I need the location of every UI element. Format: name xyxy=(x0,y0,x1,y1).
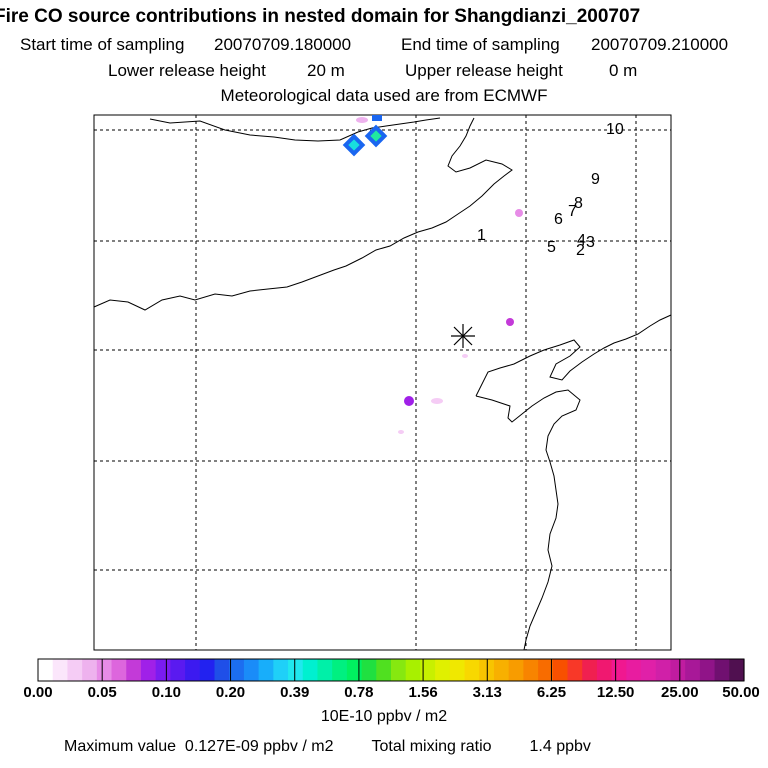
colorbar-cell xyxy=(288,659,304,681)
upper-release-label: Upper release height xyxy=(405,61,563,80)
colorbar-cell xyxy=(170,659,186,681)
colorbar-cell xyxy=(699,659,716,681)
trajectory-label-10: 10 xyxy=(606,121,624,138)
colorbar-cell xyxy=(552,659,569,681)
colorbar-cell xyxy=(346,659,363,681)
station-asterisk-icon xyxy=(451,324,475,348)
colorbar-cell xyxy=(140,659,157,681)
colorbar-cell xyxy=(670,659,686,681)
colorbar-cell xyxy=(243,659,260,681)
colorbar-cell xyxy=(273,659,289,681)
trajectory-label-1: 1 xyxy=(477,227,486,244)
colorbar-cell xyxy=(493,659,510,681)
trajectory-label-6: 6 xyxy=(554,211,563,228)
colorbar-cell xyxy=(420,659,436,681)
colorbar-cell xyxy=(111,659,127,681)
colorbar-cell xyxy=(685,659,701,681)
colorbar-cell xyxy=(626,659,642,681)
trajectory-label-3: 3 xyxy=(586,234,595,251)
colorbar-cell xyxy=(567,659,583,681)
trajectory-label-2: 2 xyxy=(576,242,585,259)
colorbar-cell xyxy=(126,659,142,681)
colorbar-cell xyxy=(185,659,201,681)
lat-lon-grid xyxy=(94,115,671,650)
trajectory-label-5: 5 xyxy=(547,239,556,256)
trajectory-label-4: 4 xyxy=(577,232,586,249)
colorbar-tick-label: 25.00 xyxy=(661,684,699,701)
colorbar-cell xyxy=(714,659,730,681)
upper-release-value: 0 m xyxy=(609,61,638,80)
colorbar-tick-label: 1.56 xyxy=(408,684,438,701)
end-time-label: End time of sampling xyxy=(401,35,560,54)
colorbar-units: 10E-10 ppbv / m2 xyxy=(320,708,448,725)
colorbar-cell xyxy=(435,659,451,681)
colorbar-cell xyxy=(538,659,554,681)
colorbar-tick-label: 6.25 xyxy=(536,684,567,701)
colorbar-cell xyxy=(155,659,171,681)
colorbar-cell xyxy=(52,659,69,681)
colorbar-cell xyxy=(317,659,333,681)
total-mixing-value: 1.4 ppbv xyxy=(529,738,591,755)
colorbar-cell xyxy=(582,659,598,681)
map-frame xyxy=(93,114,672,651)
footer: Maximum value 0.127E-09 ppbv / m2 Total m… xyxy=(64,738,591,756)
colorbar-cell xyxy=(332,659,348,681)
colorbar-tick-label: 0.10 xyxy=(151,684,181,701)
colorbar-cell xyxy=(391,659,407,681)
colorbar-cell xyxy=(523,659,539,681)
colorbar-tick-label: 0.00 xyxy=(23,684,53,701)
colorbar-tick-label: 0.20 xyxy=(215,684,246,701)
met-data-note: Meteorological data used are from ECMWF xyxy=(220,86,548,105)
colorbar-cell xyxy=(611,659,627,681)
colorbar-tick-label: 0.39 xyxy=(280,684,310,701)
colorbar-cell xyxy=(641,659,657,681)
colorbar-cell xyxy=(199,659,216,681)
max-value: 0.127E-09 ppbv / m2 xyxy=(184,738,334,755)
colorbar-cell xyxy=(258,659,274,681)
colorbar-tick-label: 12.50 xyxy=(596,684,635,701)
colorbar-cell xyxy=(82,659,98,681)
colorbar-cell xyxy=(508,659,524,681)
start-time-label: Start time of sampling xyxy=(20,35,185,54)
colorbar-tick-label: 0.05 xyxy=(87,684,117,701)
colorbar-cell xyxy=(655,659,672,681)
lower-release-value: 20 m xyxy=(307,61,345,80)
colorbar-cell xyxy=(596,659,613,681)
colorbar-cell xyxy=(361,659,377,681)
trajectory-label-9: 9 xyxy=(591,171,600,188)
lower-release-label: Lower release height xyxy=(108,61,266,80)
colorbar-tick-label: 3.13 xyxy=(472,684,502,701)
colorbar-cell xyxy=(38,659,54,681)
colorbar-cell xyxy=(464,659,480,681)
coastlines xyxy=(93,117,672,651)
colorbar-cell xyxy=(302,659,319,681)
total-mixing-label: Total mixing ratio xyxy=(371,738,492,755)
colorbar-cell xyxy=(729,659,745,681)
trajectory-label-8: 8 xyxy=(574,195,583,212)
colorbar-cell xyxy=(376,659,392,681)
start-time-value: 20070709.180000 xyxy=(214,35,352,54)
max-value-label: Maximum value xyxy=(64,738,177,755)
end-time-value: 20070709.210000 xyxy=(591,35,729,54)
colorbar-cell xyxy=(67,659,83,681)
colorbar-tick-label: 0.78 xyxy=(344,684,374,701)
colorbar-cell xyxy=(449,659,466,681)
colorbar-cell xyxy=(96,659,113,681)
colorbar-cell xyxy=(405,659,422,681)
colorbar-cell xyxy=(214,659,230,681)
map-title: Fire CO source contributions in nested d… xyxy=(0,6,641,27)
trajectory-label-7: 7 xyxy=(568,203,577,220)
trajectory-labels: 1 2 34 5 6 789 10 xyxy=(477,121,624,259)
colorbar-tick-label: 50.00 xyxy=(722,684,760,701)
colorbar-cell xyxy=(229,659,245,681)
